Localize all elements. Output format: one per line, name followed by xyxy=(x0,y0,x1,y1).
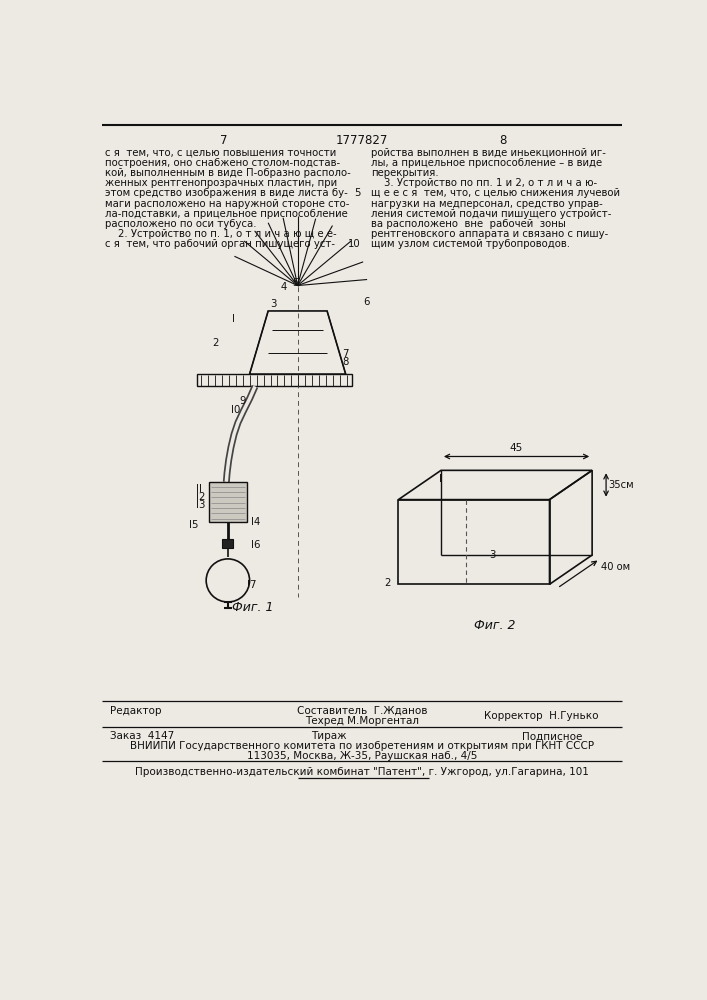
Text: ла-подставки, а прицельное приспособление: ла-подставки, а прицельное приспособлени… xyxy=(105,209,348,219)
Text: рентгеновского аппарата и связано с пишу-: рентгеновского аппарата и связано с пишу… xyxy=(371,229,609,239)
Text: I3: I3 xyxy=(196,500,206,510)
Text: Корректор  Н.Гунько: Корректор Н.Гунько xyxy=(484,711,598,721)
Text: нагрузки на медперсонал, средство управ-: нагрузки на медперсонал, средство управ- xyxy=(371,199,603,209)
Text: ва расположено  вне  рабочей  зоны: ва расположено вне рабочей зоны xyxy=(371,219,566,229)
Text: I4: I4 xyxy=(251,517,260,527)
Text: 1777827: 1777827 xyxy=(336,134,388,147)
Text: 3: 3 xyxy=(489,550,496,560)
Text: 7: 7 xyxy=(221,134,228,147)
Text: щим узлом системой трубопроводов.: щим узлом системой трубопроводов. xyxy=(371,239,571,249)
Text: 40 ом: 40 ом xyxy=(602,562,631,572)
Text: I: I xyxy=(232,314,235,324)
Text: Фиг. 2: Фиг. 2 xyxy=(474,619,515,632)
Text: 5: 5 xyxy=(354,188,361,198)
Text: 113035, Москва, Ж-35, Раушская наб., 4/5: 113035, Москва, Ж-35, Раушская наб., 4/5 xyxy=(247,751,477,761)
Text: 2: 2 xyxy=(212,338,218,348)
Text: ройства выполнен в виде иньекционной иг-: ройства выполнен в виде иньекционной иг- xyxy=(371,148,606,158)
Text: 7: 7 xyxy=(343,349,349,359)
Text: женных рентгенопрозрачных пластин, при: женных рентгенопрозрачных пластин, при xyxy=(105,178,337,188)
Text: расположено по оси тубуса.: расположено по оси тубуса. xyxy=(105,219,257,229)
Text: Составитель  Г.Жданов: Составитель Г.Жданов xyxy=(297,706,427,716)
Text: 4: 4 xyxy=(281,282,287,292)
Text: ВНИИПИ Государственного комитета по изобретениям и открытиям при ГКНТ СССР: ВНИИПИ Государственного комитета по изоб… xyxy=(130,741,594,751)
Text: 9: 9 xyxy=(240,396,246,406)
Text: 45: 45 xyxy=(510,443,522,453)
Text: 8: 8 xyxy=(343,357,349,367)
Text: Заказ  4147: Заказ 4147 xyxy=(110,731,175,741)
Text: Тираж: Тираж xyxy=(311,731,346,741)
Text: 3. Устройство по пп. 1 и 2, о т л и ч а ю-: 3. Устройство по пп. 1 и 2, о т л и ч а … xyxy=(371,178,597,188)
Text: Подписное: Подписное xyxy=(522,731,583,741)
Text: Фиг. 1: Фиг. 1 xyxy=(232,601,273,614)
Polygon shape xyxy=(209,482,247,522)
Text: кой, выполненным в виде П-образно располо-: кой, выполненным в виде П-образно распол… xyxy=(105,168,351,178)
Text: Производственно-издательский комбинат "Патент", г. Ужгород, ул.Гагарина, 101: Производственно-издательский комбинат "П… xyxy=(135,767,589,777)
Text: 5: 5 xyxy=(292,278,298,288)
Text: лы, а прицельное приспособление – в виде: лы, а прицельное приспособление – в виде xyxy=(371,158,602,168)
Text: с я  тем, что, с целью повышения точности: с я тем, что, с целью повышения точности xyxy=(105,148,337,158)
Text: 8: 8 xyxy=(499,134,507,147)
Text: 10: 10 xyxy=(348,239,361,249)
Text: 35см: 35см xyxy=(609,480,634,490)
Text: 6: 6 xyxy=(363,297,370,307)
Text: I0: I0 xyxy=(231,405,240,415)
Text: Редактор: Редактор xyxy=(110,706,162,716)
Text: I: I xyxy=(440,474,443,484)
Text: II: II xyxy=(196,484,202,494)
Text: I7: I7 xyxy=(247,580,257,590)
Text: ления системой подачи пишущего устройст-: ления системой подачи пишущего устройст- xyxy=(371,209,612,219)
Text: перекрытия.: перекрытия. xyxy=(371,168,439,178)
Text: I2: I2 xyxy=(196,492,206,502)
Text: с я  тем, что рабочий орган пишущего уст-: с я тем, что рабочий орган пишущего уст- xyxy=(105,239,335,249)
Text: Техред М.Моргентал: Техред М.Моргентал xyxy=(305,716,419,726)
Text: I5: I5 xyxy=(189,520,199,530)
Polygon shape xyxy=(223,539,233,548)
Text: 3: 3 xyxy=(270,299,276,309)
Text: 2. Устройство по п. 1, о т л и ч а ю щ е е-: 2. Устройство по п. 1, о т л и ч а ю щ е… xyxy=(105,229,337,239)
Text: этом средство изображения в виде листа бу-: этом средство изображения в виде листа б… xyxy=(105,188,348,198)
Text: щ е е с я  тем, что, с целью снижения лучевой: щ е е с я тем, что, с целью снижения луч… xyxy=(371,188,620,198)
Text: маги расположено на наружной стороне сто-: маги расположено на наружной стороне сто… xyxy=(105,199,350,209)
Text: построения, оно снабжено столом-подстав-: построения, оно снабжено столом-подстав- xyxy=(105,158,341,168)
Text: I6: I6 xyxy=(251,540,261,550)
Text: 2: 2 xyxy=(385,578,391,588)
